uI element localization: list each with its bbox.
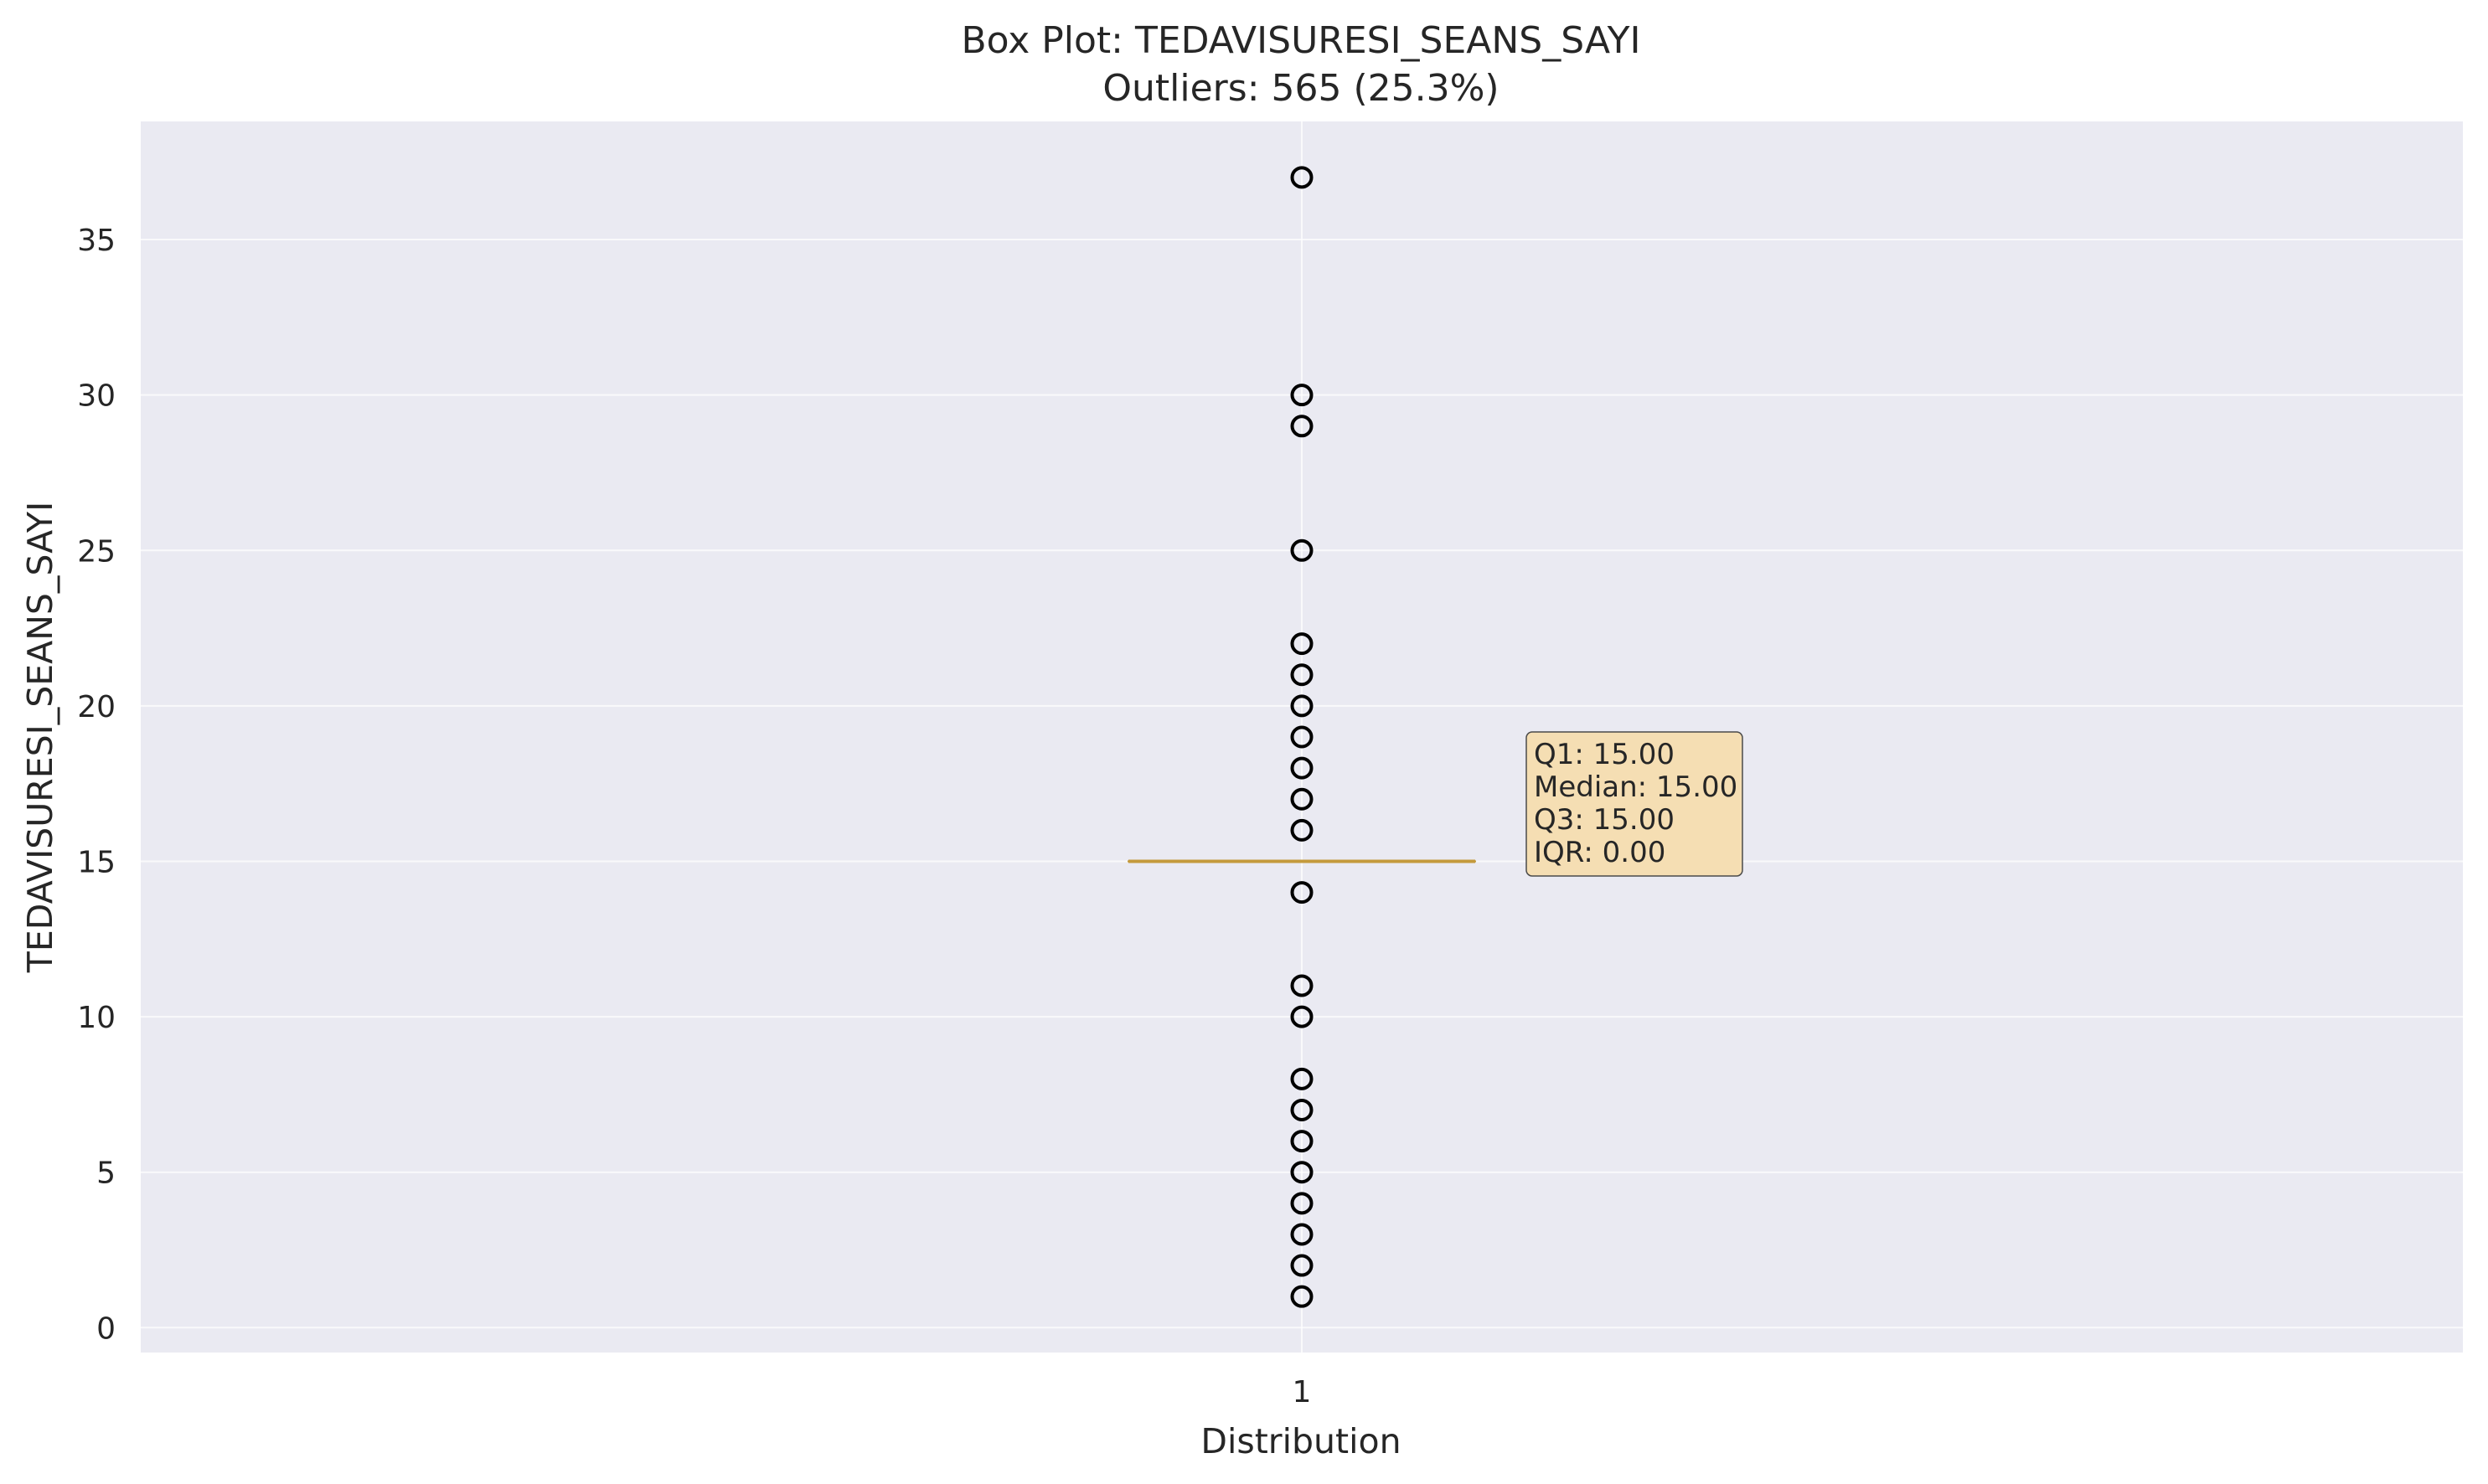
x-axis-label: Distribution bbox=[1200, 1421, 1401, 1461]
outlier-point bbox=[1290, 415, 1314, 438]
outlier-point bbox=[1290, 756, 1314, 780]
outlier-series bbox=[1290, 166, 1314, 1308]
outlier-point bbox=[1290, 1098, 1314, 1121]
outlier-point bbox=[1290, 1005, 1314, 1028]
outlier-point bbox=[1290, 1192, 1314, 1215]
chart-subtitle: Outliers: 565 (25.3%) bbox=[1102, 67, 1499, 110]
y-tick-label: 35 bbox=[77, 224, 116, 258]
outlier-point bbox=[1290, 1130, 1314, 1153]
outlier-point bbox=[1290, 694, 1314, 718]
y-axis-ticks: 0 5 10 15 20 25 30 35 bbox=[77, 224, 116, 1346]
outlier-point bbox=[1290, 1223, 1314, 1246]
stats-median: Median: 15.00 bbox=[1534, 770, 1737, 804]
outlier-point bbox=[1290, 166, 1314, 189]
outlier-point bbox=[1290, 818, 1314, 842]
x-tick-label: 1 bbox=[1293, 1375, 1312, 1409]
x-axis-ticks: 1 bbox=[1293, 1375, 1312, 1409]
outlier-point bbox=[1290, 632, 1314, 656]
outlier-point bbox=[1290, 1067, 1314, 1090]
y-tick-label: 30 bbox=[77, 379, 116, 414]
outlier-point bbox=[1290, 1254, 1314, 1277]
y-tick-label: 10 bbox=[77, 1001, 116, 1035]
stats-iqr: IQR: 0.00 bbox=[1534, 836, 1665, 869]
outlier-point bbox=[1290, 787, 1314, 811]
grid-lines bbox=[141, 121, 2463, 1353]
outlier-point bbox=[1290, 1161, 1314, 1184]
y-tick-label: 5 bbox=[96, 1157, 116, 1191]
y-tick-label: 15 bbox=[77, 845, 116, 879]
outlier-point bbox=[1290, 538, 1314, 562]
chart-title: Box Plot: TEDAVISURESI_SEANS_SAYI bbox=[961, 19, 1640, 62]
stats-box bbox=[1525, 731, 1743, 877]
outlier-point bbox=[1290, 725, 1314, 749]
outlier-point bbox=[1290, 881, 1314, 904]
outlier-point bbox=[1290, 663, 1314, 687]
stats-annotation: Q1: 15.00 Median: 15.00 Q3: 15.00 IQR: 0… bbox=[1525, 731, 1743, 877]
outlier-point bbox=[1290, 1285, 1314, 1308]
outlier-point bbox=[1290, 384, 1314, 407]
stats-q3: Q3: 15.00 bbox=[1534, 803, 1675, 837]
stats-q1: Q1: 15.00 bbox=[1534, 738, 1675, 771]
y-axis-label: TEDAVISURESI_SEANS_SAYI bbox=[20, 502, 60, 973]
outlier-point bbox=[1290, 974, 1314, 997]
y-tick-label: 25 bbox=[77, 534, 116, 569]
y-tick-label: 0 bbox=[96, 1311, 116, 1346]
y-tick-label: 20 bbox=[77, 690, 116, 724]
